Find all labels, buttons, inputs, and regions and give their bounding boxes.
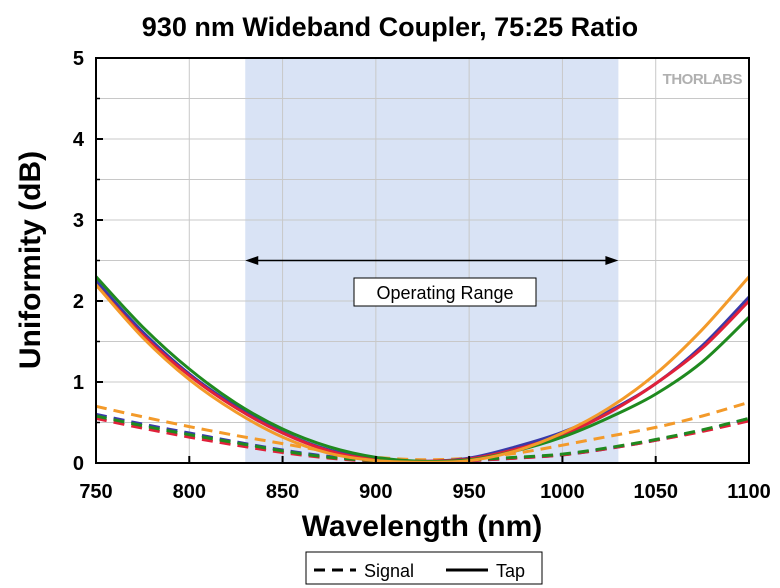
legend: Signal Tap	[305, 551, 543, 585]
x-tick-label: 950	[452, 481, 485, 503]
y-tick-label: 3	[73, 210, 84, 232]
x-tick-label: 800	[173, 481, 206, 503]
y-tick-label: 0	[73, 453, 84, 475]
legend-tap-label: Tap	[496, 561, 525, 581]
x-tick-label: 1100	[727, 481, 770, 503]
operating-range-label-box	[353, 277, 537, 307]
legend-box	[305, 551, 543, 585]
x-tick-label: 850	[266, 481, 299, 503]
thorlabs-logo: THORLABS	[663, 71, 743, 88]
legend-signal-label: Signal	[364, 561, 414, 581]
y-tick-label: 2	[73, 291, 84, 313]
arrow-left-head	[245, 256, 259, 265]
ticks: 750 800 850 900 950 1000 1050 1100 0 1 2 3 4 5	[73, 48, 771, 503]
arrow-right-head	[605, 256, 619, 265]
operating-range-label: Operating Range	[376, 283, 513, 303]
series-orange-signal	[95, 400, 750, 462]
y-tick-label: 5	[73, 48, 84, 70]
x-tick-label: 900	[359, 481, 392, 503]
y-tick-label: 1	[73, 372, 84, 394]
x-tick-label: 750	[79, 481, 112, 503]
y-tick-label: 4	[73, 129, 85, 151]
x-tick-label: 1050	[633, 481, 678, 503]
y-axis-title: Uniformity (dB)	[14, 151, 47, 369]
chart-title: 930 nm Wideband Coupler, 75:25 Ratio	[142, 12, 638, 42]
x-tick-label: 1000	[540, 481, 585, 503]
series-layer	[94, 275, 751, 464]
x-axis-title: Wavelength (nm)	[302, 510, 543, 543]
operating-range-annotation: Operating Range	[245, 256, 619, 307]
